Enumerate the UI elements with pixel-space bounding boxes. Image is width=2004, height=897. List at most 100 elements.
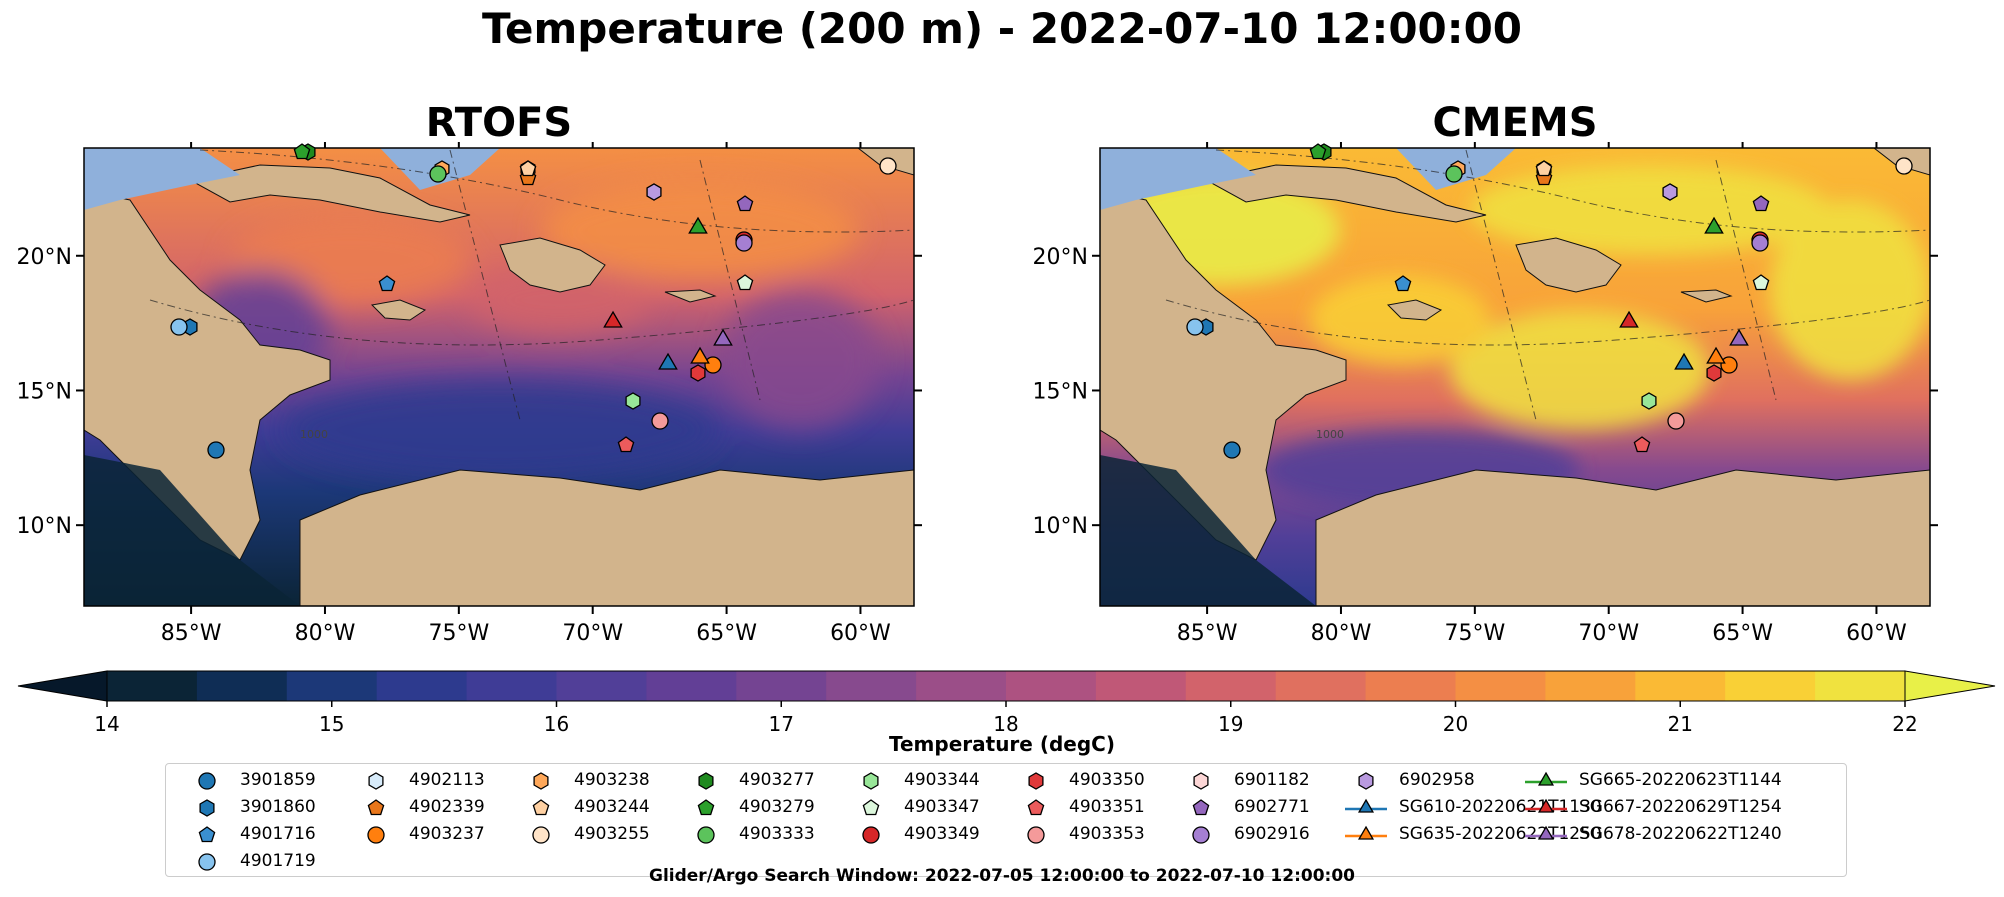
legend-label: 4903279: [739, 797, 815, 817]
legend-marker-shape: [862, 799, 880, 816]
legend-label: 6902771: [1234, 797, 1310, 817]
float-marker: [207, 441, 225, 459]
colorbar-bin: [736, 671, 827, 701]
legend-item: SG667-20220629T1254: [1523, 797, 1782, 817]
legend-marker-shape: [698, 772, 714, 790]
float-marker: [688, 216, 708, 234]
float-marker: [704, 356, 722, 374]
colorbar-tick-label: 19: [1218, 712, 1243, 735]
lon-tick-label: 85°W: [1177, 621, 1238, 646]
lat-tick-label: 15°N: [1033, 379, 1088, 404]
legend-item: 4903349: [848, 824, 980, 844]
legend-marker-shape: [1192, 826, 1210, 844]
colorbar-tick-label: 15: [319, 712, 344, 735]
legend-marker-icon: [862, 799, 880, 816]
isobath-label: 1000: [300, 428, 328, 441]
legend-label: 4903344: [904, 770, 980, 790]
legend-marker-icon: [532, 826, 550, 844]
float-marker: [1674, 352, 1694, 370]
legend-marker-shape: [1027, 799, 1045, 816]
legend-label: 4903351: [1069, 797, 1145, 817]
legend-item: 4901719: [184, 851, 316, 871]
float-marker: [1729, 328, 1749, 346]
legend-marker-shape: [1357, 798, 1375, 813]
legend-item: 4903353: [1013, 824, 1145, 844]
legend-marker-icon: [1525, 825, 1567, 840]
lat-tick-label: 15°N: [17, 379, 72, 404]
cmems-map: 1000: [1100, 148, 1930, 606]
legend-marker-shape: [1192, 799, 1210, 816]
float-marker: [658, 352, 678, 370]
legend-label: 6901182: [1234, 770, 1310, 790]
legend-item: 4903350: [1013, 770, 1145, 790]
legend-label: 4903349: [904, 824, 980, 844]
float-marker: [617, 436, 635, 453]
float-marker: [646, 183, 662, 201]
legend-marker-shape: [697, 826, 715, 844]
legend-marker-shape: [1357, 825, 1375, 840]
lon-tick-label: 70°W: [562, 621, 623, 646]
lat-tick-label: 20°N: [17, 245, 72, 270]
legend-marker-shape: [1193, 772, 1209, 790]
lon-tick-label: 60°W: [830, 621, 891, 646]
legend-label: 4903277: [739, 770, 815, 790]
legend-label: 4903237: [409, 824, 485, 844]
colorbar-tick-label: 14: [94, 712, 119, 735]
float-marker: [1445, 165, 1463, 183]
float-marker: [1720, 356, 1738, 374]
colorbar-bin: [1095, 671, 1187, 701]
legend-marker-icon: [1027, 826, 1045, 844]
legend-marker-icon: [863, 772, 879, 790]
legend-label: 4903333: [739, 824, 815, 844]
float-marker: [603, 310, 623, 328]
legend-item: 4903344: [848, 770, 980, 790]
float-marker: [690, 364, 706, 382]
legend-label: 4901716: [240, 824, 316, 844]
legend-item: 6902916: [1178, 824, 1310, 844]
lon-tick-label: 75°W: [1444, 621, 1505, 646]
colorbar: 14 15 16 17 18 19 20 21 22: [17, 670, 1996, 735]
legend-label: 4902339: [409, 797, 485, 817]
legend-marker-shape: [368, 772, 384, 790]
colorbar-bin: [1725, 671, 1816, 701]
colorbar-label: Temperature (degC): [889, 732, 1115, 756]
float-marker: [736, 195, 754, 212]
lon-tick-label: 75°W: [428, 621, 489, 646]
rtofs-panel-title: RTOFS: [425, 100, 573, 146]
legend-item: 4903333: [683, 824, 815, 844]
float-marker: [1223, 441, 1241, 459]
legend-marker-shape: [198, 826, 216, 843]
legend-item: 4903244: [518, 797, 650, 817]
legend-item: 3901859: [184, 770, 316, 790]
legend-marker-shape: [532, 799, 550, 816]
legend-label: 4903350: [1069, 770, 1145, 790]
legend-item: SG665-20220623T1144: [1523, 770, 1782, 790]
map-panels: 1000 1000 85°W 80°: [17, 142, 1938, 646]
float-marker: [519, 160, 537, 177]
legend-marker-shape: [367, 799, 385, 816]
colorbar-bin: [556, 671, 647, 701]
legend-marker-icon: [862, 826, 880, 844]
legend-item: 4903347: [848, 797, 980, 817]
legend-marker-icon: [1028, 772, 1044, 790]
float-marker: [736, 274, 754, 291]
land: [84, 148, 914, 606]
float-marker: [1309, 143, 1327, 160]
lat-tick-label: 20°N: [1033, 245, 1088, 270]
lon-tick-label: 65°W: [696, 621, 757, 646]
colorbar-bin: [1455, 671, 1546, 701]
legend-label: 4903244: [574, 797, 650, 817]
legend-marker-icon: [1027, 799, 1045, 816]
colorbar-bin: [1815, 671, 1906, 701]
colorbar-bin: [916, 671, 1007, 701]
legend-marker-icon: [1192, 799, 1210, 816]
legend-label: 6902958: [1399, 770, 1475, 790]
legend: 3901859 3901860 4901716 4901719 4902113 49023…: [165, 763, 1847, 877]
float-marker: [293, 143, 311, 160]
legend-marker-icon: [532, 799, 550, 816]
lat-tick-label: 10°N: [17, 514, 72, 539]
legend-label: SG665-20220623T1144: [1579, 770, 1782, 790]
land: [1100, 148, 1930, 606]
legend-marker-icon: [367, 799, 385, 816]
legend-marker-shape: [1028, 772, 1044, 790]
